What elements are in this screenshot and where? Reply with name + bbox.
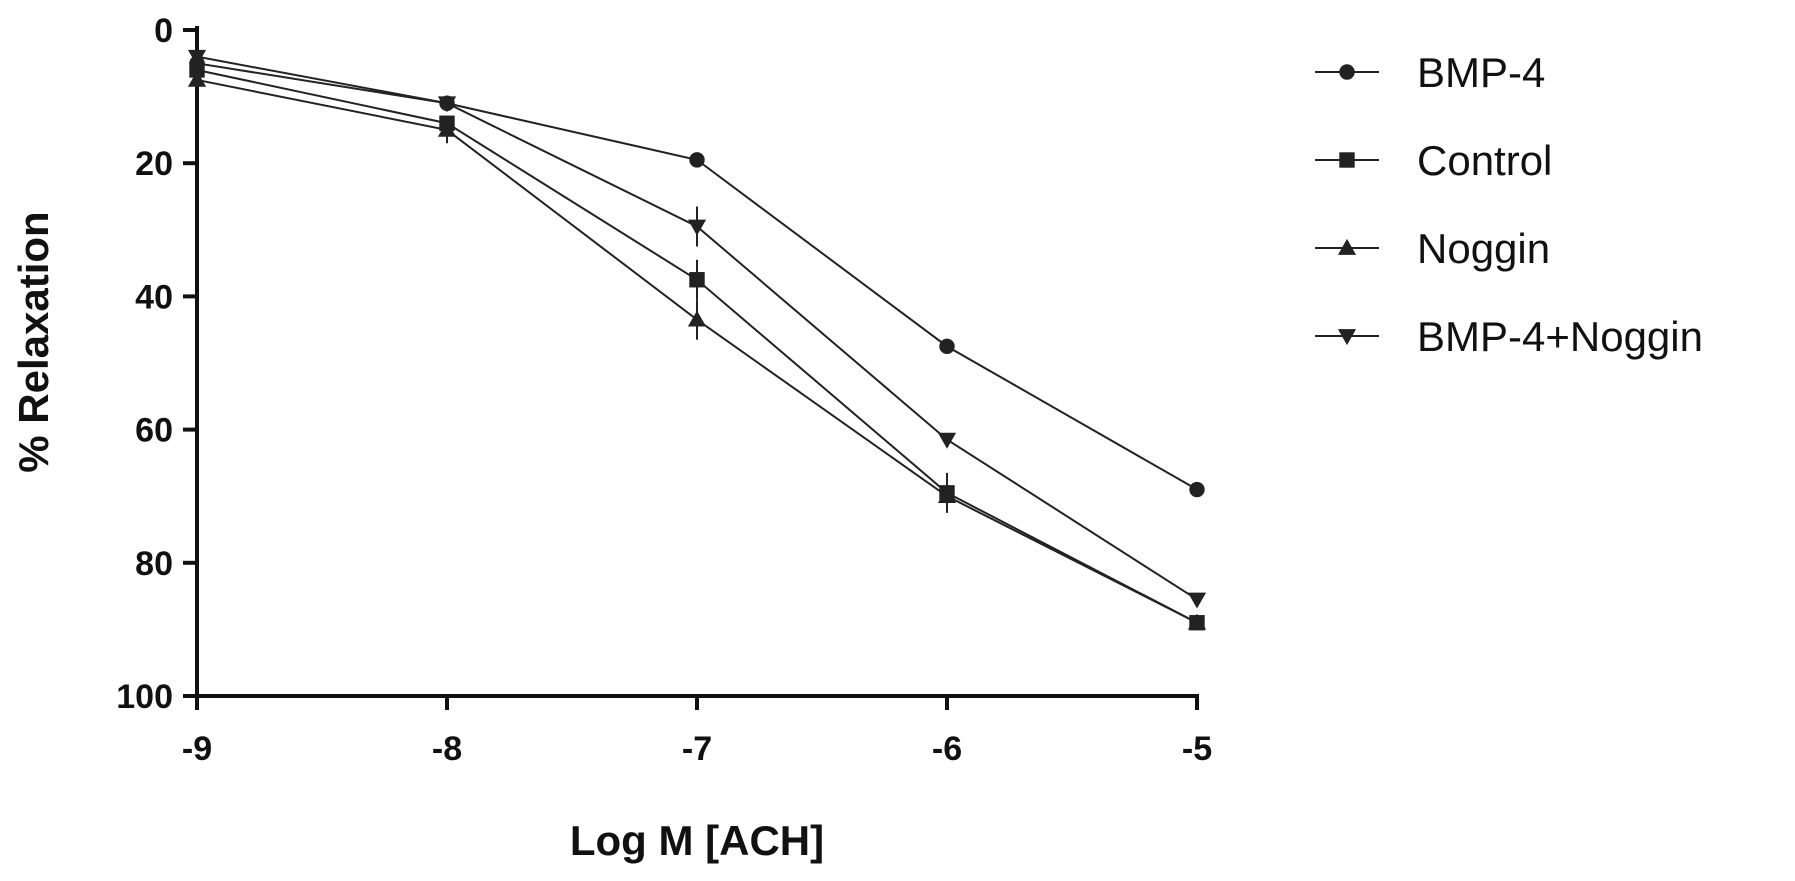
x-tick-label: -5 bbox=[1182, 730, 1212, 768]
legend-label: BMP-4+Noggin bbox=[1417, 313, 1703, 360]
x-tick-label: -9 bbox=[182, 730, 212, 768]
y-axis-label: % Relaxation bbox=[10, 211, 57, 472]
data-point bbox=[689, 152, 705, 168]
axes bbox=[195, 26, 1199, 698]
y-tick-label: 80 bbox=[135, 545, 173, 583]
legend-item: Control bbox=[1315, 137, 1552, 184]
data-point bbox=[687, 310, 707, 327]
data-point bbox=[1187, 592, 1207, 609]
x-tick-label: -6 bbox=[932, 730, 962, 768]
legend-item: BMP-4+Noggin bbox=[1315, 313, 1703, 360]
data-point bbox=[939, 338, 955, 355]
y-tick-label: 60 bbox=[135, 412, 173, 450]
y-tick-label: 100 bbox=[116, 678, 173, 716]
data-point bbox=[187, 49, 207, 66]
tick-group: 0 20 40 60 80 100-9 -8 -7 -6 -5 bbox=[116, 12, 1212, 768]
data-point bbox=[689, 272, 705, 288]
series-bmp-4-noggin bbox=[187, 49, 1207, 609]
legend-item: Noggin bbox=[1315, 225, 1550, 272]
data-point bbox=[189, 62, 205, 78]
y-tick-label: 20 bbox=[135, 145, 173, 183]
legend-marker bbox=[1339, 64, 1355, 80]
legend-label: Control bbox=[1417, 137, 1552, 184]
data-point bbox=[187, 70, 207, 87]
x-tick-label: -7 bbox=[682, 730, 712, 768]
data-point bbox=[437, 120, 457, 137]
series-noggin bbox=[187, 70, 1207, 630]
data-point bbox=[1189, 481, 1205, 498]
legend-marker bbox=[1337, 329, 1357, 346]
x-tick-label: -8 bbox=[432, 730, 462, 768]
legend-label: Noggin bbox=[1417, 225, 1550, 272]
series-group bbox=[187, 49, 1207, 631]
data-point bbox=[937, 432, 957, 449]
y-tick-label: 40 bbox=[135, 278, 173, 316]
legend-marker bbox=[1339, 152, 1355, 168]
legend-label: BMP-4 bbox=[1417, 49, 1545, 96]
legend-item: BMP-4 bbox=[1315, 49, 1545, 96]
data-point bbox=[687, 219, 707, 236]
series-control bbox=[189, 62, 1205, 631]
legend-marker bbox=[1337, 238, 1357, 255]
data-point bbox=[937, 487, 957, 504]
y-tick-label: 0 bbox=[154, 12, 173, 50]
x-axis-label: Log M [ACH] bbox=[570, 817, 824, 864]
legend: BMP-4 Control Noggin BMP-4+Noggin bbox=[1315, 49, 1703, 360]
data-point bbox=[1187, 613, 1207, 630]
data-point bbox=[437, 96, 457, 113]
